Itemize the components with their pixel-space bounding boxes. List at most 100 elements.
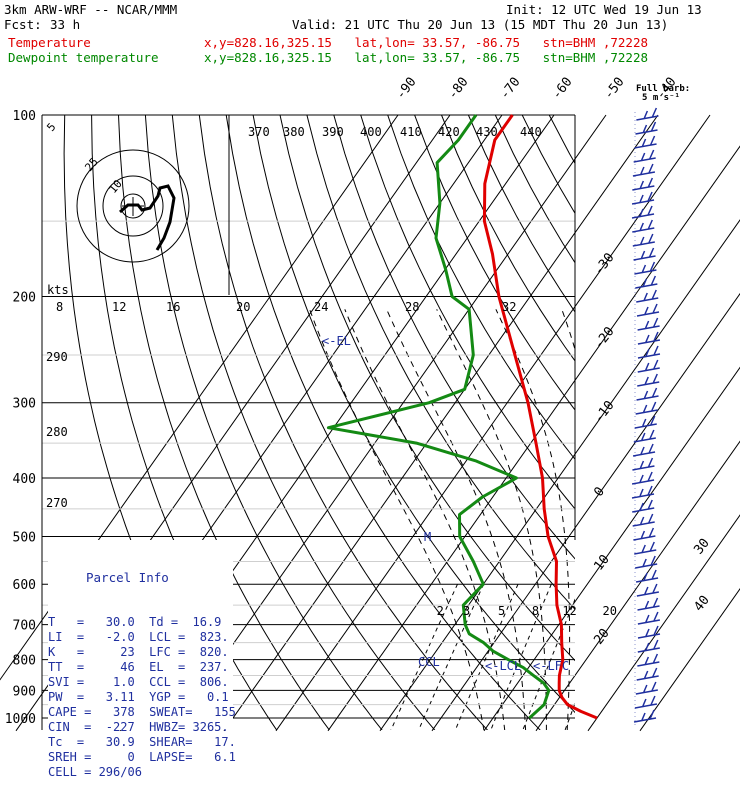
pressure-tick-label: 700 [13, 619, 36, 634]
wind-barb [633, 528, 655, 540]
pressure-tick-label: 400 [13, 472, 36, 487]
wind-barb [638, 640, 660, 652]
wind-barb [634, 248, 656, 260]
wind-barbs [632, 108, 660, 728]
isentrope-label: 370 [248, 125, 270, 139]
annotation-label: M [424, 530, 431, 544]
mixing-ratio-label: 3 [463, 604, 470, 618]
dry-adiabat [657, 115, 740, 731]
isotherm-label: -20 [591, 324, 617, 352]
isotherm-label: -10 [591, 398, 617, 426]
isotherm-label: -90 [393, 75, 419, 103]
wind-barb [632, 472, 654, 484]
parcel-info-line: Tc = 30.9 SHEAR= 17. [48, 735, 233, 750]
wind-barb [633, 164, 655, 176]
pressure-tick-label: 800 [13, 654, 36, 669]
wind-barb [632, 458, 654, 470]
isotherm-label: -70 [497, 75, 523, 103]
isotherm-label: 0 [591, 484, 608, 499]
hodograph-speed-label: 20 [236, 300, 250, 314]
wind-barb [636, 682, 658, 694]
annotation-label: <-LFC [533, 659, 569, 673]
annotation-label: <-LCL [485, 659, 521, 673]
wind-barb [637, 374, 659, 386]
wind-barb [636, 402, 658, 414]
wind-barb [635, 136, 657, 148]
dry-adiabat [361, 115, 740, 731]
dry-adiabat [711, 115, 740, 731]
isotherm-line [536, 115, 740, 731]
wind-barb [632, 206, 654, 218]
pressure-tick-label: 1000 [5, 712, 36, 727]
mixing-ratio-label: 2 [437, 604, 444, 618]
wind-barb [632, 486, 654, 498]
hodograph-speed-label: 28 [405, 300, 419, 314]
pressure-tick-label: 500 [13, 530, 36, 545]
mixing-ratio-label: 5 [498, 604, 505, 618]
wind-barb [634, 542, 656, 554]
parcel-info-line: CIN = -227 HWBZ= 3265. [48, 720, 233, 735]
wind-barb [635, 696, 657, 708]
pressure-tick-label: 600 [13, 578, 36, 593]
isentrope-label: 400 [360, 125, 382, 139]
wind-barb [635, 122, 657, 134]
wind-barb [632, 178, 654, 190]
hodograph-ring-label: 25 [82, 155, 100, 174]
isentrope-label: 280 [46, 425, 68, 439]
hodograph-speed-label: 12 [112, 300, 126, 314]
hodograph-speed-label: 24 [314, 300, 328, 314]
wind-barb [637, 388, 659, 400]
wind-barb [636, 108, 658, 120]
wind-barb [638, 318, 660, 330]
pressure-tick-label: 300 [13, 397, 36, 412]
isotherm-label: -30 [591, 251, 617, 279]
mixing-ratio-label: 8 [532, 604, 539, 618]
isotherm-label: 20 [591, 626, 612, 648]
dry-adiabat [307, 115, 699, 731]
wind-barb [634, 150, 656, 162]
wind-barb [636, 290, 658, 302]
parcel-info-line: PW = 3.11 YGP = 0.1 [48, 690, 233, 705]
isentrope-label: 290 [46, 350, 68, 364]
wind-barb [637, 304, 659, 316]
parcel-info-line: TT = 46 EL = 237. [48, 660, 233, 675]
dewpoint-profile [328, 115, 548, 718]
wind-barb [633, 444, 655, 456]
wind-barb [637, 668, 659, 680]
dry-adiabat [684, 115, 740, 731]
wind-barb [638, 598, 660, 610]
hodograph-speed-label: kts [47, 283, 69, 297]
dry-adiabat [630, 115, 740, 731]
dry-adiabat [415, 115, 740, 731]
mixing-ratio-label: 12 [562, 604, 576, 618]
wind-barb [632, 192, 654, 204]
wind-barb [635, 416, 657, 428]
wind-barb [638, 360, 660, 372]
isotherm-line [640, 115, 740, 731]
hodograph [77, 115, 229, 295]
parcel-info-line: SREH = 0 LAPSE= 6.1 [48, 750, 233, 765]
hodograph-trace [120, 186, 174, 250]
parcel-info-line: CELL = 296/06 [48, 765, 233, 780]
wind-barb [638, 626, 660, 638]
annotation-label: <-EL [322, 334, 351, 348]
isotherm-label: -80 [445, 75, 471, 103]
isotherm-label: 10 [591, 552, 612, 574]
parcel-info-line: LI = -2.0 LCL = 823. [48, 630, 233, 645]
hodograph-speed-label: 32 [502, 300, 516, 314]
isotherm-line [328, 115, 740, 731]
wind-barb [632, 500, 654, 512]
isotherm-label: -60 [549, 75, 575, 103]
parcel-info-line: CAPE = 378 SWEAT= 155 [48, 705, 233, 720]
isotherm-label: 40 [691, 593, 712, 615]
wind-barb [635, 556, 657, 568]
wind-barb [634, 262, 656, 274]
hodograph-speed-label: 8 [56, 300, 63, 314]
hodograph-ring-label: 5 [44, 120, 58, 133]
isotherm-line [172, 115, 606, 731]
parcel-info-line: K = 23 LFC = 820. [48, 645, 233, 660]
pressure-tick-label: 100 [13, 109, 36, 124]
isentrope-label: 410 [400, 125, 422, 139]
